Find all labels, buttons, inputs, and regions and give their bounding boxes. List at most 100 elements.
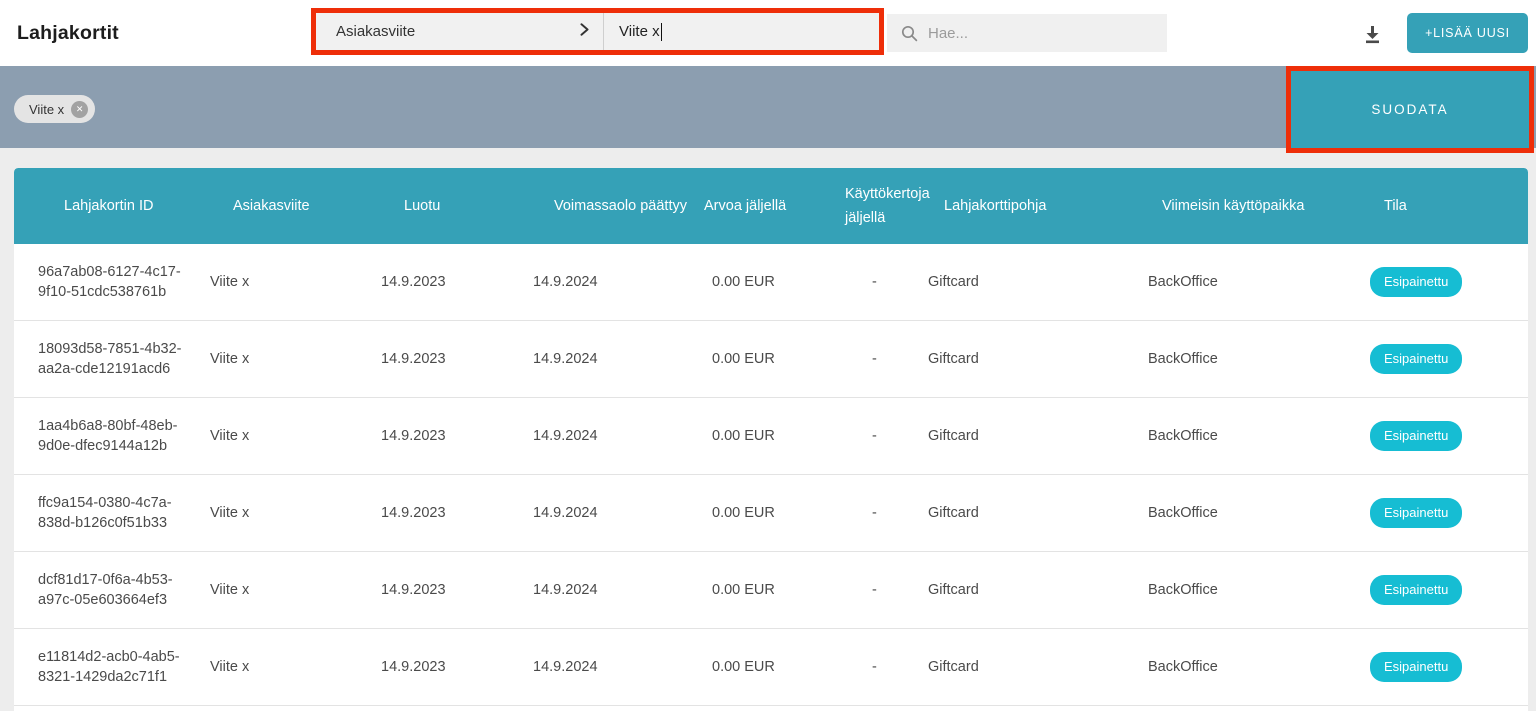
column-header-expires: Voimassaolo päättyy [554,198,687,214]
cell-customer-ref: Viite x [210,351,250,367]
active-filters-bar: Viite x ✕ [0,66,1536,148]
top-bar: Lahjakortit Asiakasviite Viite x [0,0,1536,66]
cell-giftcard-id: 18093d58-7851-4b32-aa2a-cde12191acd6 [38,341,182,377]
cell-status: Esipainettu [1370,344,1528,374]
cell-last-used-place: BackOffice [1148,274,1218,290]
column-header-value-left: Arvoa jäljellä [704,198,787,214]
page-title: Lahjakortit [17,22,119,44]
cell-uses-left: - [872,505,877,521]
filter-field-dropdown[interactable]: Asiakasviite [316,13,603,50]
cell-expires: 14.9.2024 [533,582,598,598]
table-row[interactable]: 1aa4b6a8-80bf-48eb-9d0e-dfec9144a12b Vii… [14,398,1528,475]
cell-uses-left: - [872,582,877,598]
download-button[interactable] [1358,20,1386,48]
cell-customer-ref: Viite x [210,505,250,521]
status-badge: Esipainettu [1370,267,1463,297]
cell-value-left: 0.00 EUR [712,274,775,290]
cell-value-left: 0.00 EUR [712,428,775,444]
add-new-button[interactable]: +LISÄÄ UUSI [1407,13,1528,53]
giftcards-table: Lahjakortin ID Asiakasviite Luotu Voimas… [14,168,1528,711]
cell-created: 14.9.2023 [381,659,446,675]
chevron-right-icon [578,22,591,41]
cell-customer-ref: Viite x [210,659,250,675]
status-badge: Esipainettu [1370,575,1463,605]
table-row[interactable]: e11814d2-acb0-4ab5-8321-1429da2c71f1 Vii… [14,629,1528,706]
cell-customer-ref: Viite x [210,582,250,598]
column-header-uses-left: Käyttökertoja jäljellä [845,186,930,226]
table-row[interactable]: 96a7ab08-6127-4c17-9f10-51cdc538761b Vii… [14,244,1528,321]
cell-expires: 14.9.2024 [533,274,598,290]
cell-last-used-place: BackOffice [1148,428,1218,444]
column-header-customer-ref: Asiakasviite [233,198,310,214]
table-row[interactable]: ffc9a154-0380-4c7a-838d-b126c0f51b33 Vii… [14,475,1528,552]
filter-apply-button[interactable]: SUODATA [1291,71,1529,148]
cell-value-left: 0.00 EUR [712,582,775,598]
table-row[interactable]: 18093d58-7851-4b32-aa2a-cde12191acd6 Vii… [14,321,1528,398]
cell-value-left: 0.00 EUR [712,351,775,367]
cell-customer-ref: Viite x [210,274,250,290]
cell-last-used-place: BackOffice [1148,659,1218,675]
cell-template: Giftcard [928,659,979,675]
cell-giftcard-id: ffc9a154-0380-4c7a-838d-b126c0f51b33 [38,495,172,531]
filter-field-group: Asiakasviite Viite x [316,13,879,50]
cell-uses-left: - [872,428,877,444]
control-divider [603,13,604,50]
status-badge: Esipainettu [1370,498,1463,528]
text-caret [660,22,663,41]
cell-last-used-place: BackOffice [1148,351,1218,367]
table-header-row: Lahjakortin ID Asiakasviite Luotu Voimas… [14,168,1528,244]
table-body: 96a7ab08-6127-4c17-9f10-51cdc538761b Vii… [14,244,1528,706]
cell-status: Esipainettu [1370,575,1528,605]
cell-template: Giftcard [928,428,979,444]
filter-value-text: Viite x [619,23,660,40]
status-badge: Esipainettu [1370,344,1463,374]
table-row[interactable]: dcf81d17-0f6a-4b53-a97c-05e603664ef3 Vii… [14,552,1528,629]
cell-status: Esipainettu [1370,421,1528,451]
cell-giftcard-id: e11814d2-acb0-4ab5-8321-1429da2c71f1 [38,649,180,685]
cell-created: 14.9.2023 [381,505,446,521]
close-icon[interactable]: ✕ [71,100,89,118]
cell-status: Esipainettu [1370,498,1528,528]
cell-template: Giftcard [928,582,979,598]
cell-status: Esipainettu [1370,267,1528,297]
column-header-id: Lahjakortin ID [64,198,154,214]
cell-template: Giftcard [928,351,979,367]
cell-uses-left: - [872,274,877,290]
filter-chip-label: Viite x [29,101,65,117]
filter-field-dropdown-label: Asiakasviite [336,23,416,40]
column-header-last-used-place: Viimeisin käyttöpaikka [1162,198,1305,214]
cell-last-used-place: BackOffice [1148,505,1218,521]
cell-expires: 14.9.2024 [533,351,598,367]
cell-expires: 14.9.2024 [533,428,598,444]
cell-value-left: 0.00 EUR [712,505,775,521]
cell-value-left: 0.00 EUR [712,659,775,675]
cell-uses-left: - [872,351,877,367]
filter-chip: Viite x ✕ [14,95,96,123]
filter-value-input[interactable]: Viite x [604,13,879,50]
cell-template: Giftcard [928,274,979,290]
annotation-box-filter-field: Asiakasviite Viite x [311,8,884,55]
status-badge: Esipainettu [1370,421,1463,451]
cell-giftcard-id: 96a7ab08-6127-4c17-9f10-51cdc538761b [38,264,181,300]
column-header-created: Luotu [404,198,441,214]
status-badge: Esipainettu [1370,652,1463,682]
cell-expires: 14.9.2024 [533,505,598,521]
cell-last-used-place: BackOffice [1148,582,1218,598]
cell-uses-left: - [872,659,877,675]
cell-created: 14.9.2023 [381,428,446,444]
annotation-box-filter-button: SUODATA [1286,66,1534,153]
search-icon [901,25,918,41]
cell-giftcard-id: 1aa4b6a8-80bf-48eb-9d0e-dfec9144a12b [38,418,178,454]
cell-giftcard-id: dcf81d17-0f6a-4b53-a97c-05e603664ef3 [38,572,173,608]
search-box[interactable] [887,14,1167,52]
search-input[interactable] [928,24,1148,42]
cell-expires: 14.9.2024 [533,659,598,675]
cell-created: 14.9.2023 [381,274,446,290]
cell-status: Esipainettu [1370,652,1528,682]
cell-template: Giftcard [928,505,979,521]
cell-customer-ref: Viite x [210,428,250,444]
column-header-status: Tila [1384,198,1407,214]
cell-created: 14.9.2023 [381,351,446,367]
column-header-template: Lahjakorttipohja [944,198,1047,214]
download-icon [1365,25,1379,43]
